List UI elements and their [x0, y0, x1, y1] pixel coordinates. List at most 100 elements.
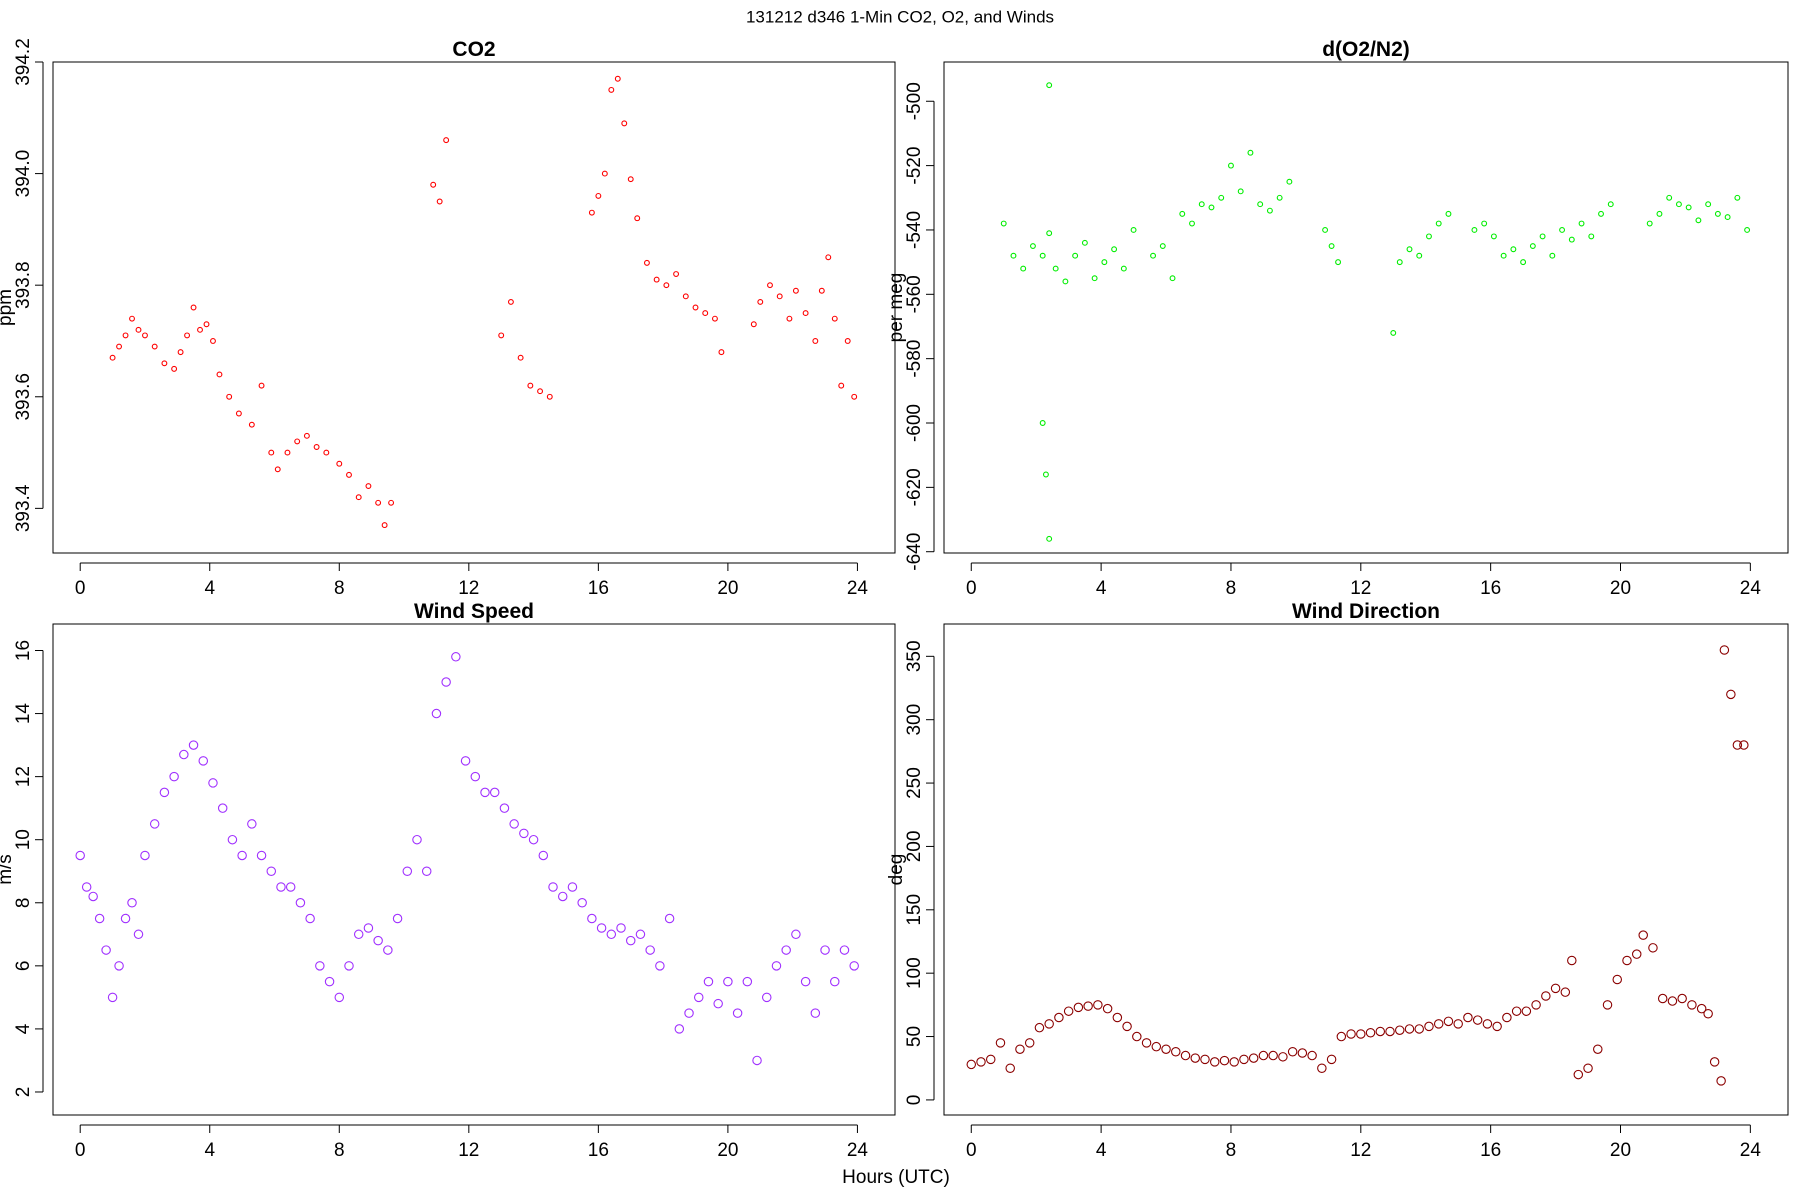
point [838, 382, 845, 389]
point [1229, 1057, 1239, 1067]
point [1039, 420, 1046, 426]
point [285, 882, 296, 892]
x-tick-label: 24 [1740, 578, 1762, 599]
point [375, 499, 382, 506]
point [810, 1008, 821, 1018]
point [1180, 1050, 1191, 1061]
point [1218, 194, 1225, 201]
point [1046, 230, 1053, 237]
point [436, 198, 443, 205]
y-tick-label: 0 [904, 1095, 925, 1106]
point [1414, 1024, 1424, 1034]
point [966, 1059, 977, 1070]
point [771, 961, 782, 971]
point [1435, 220, 1442, 227]
point [1171, 1047, 1181, 1057]
point [1198, 201, 1205, 208]
x-tick-label: 24 [847, 1140, 869, 1161]
point [663, 282, 670, 289]
point [1020, 265, 1027, 272]
point [608, 86, 615, 93]
point [142, 332, 148, 339]
point [1179, 210, 1186, 217]
point [851, 393, 858, 400]
point [1356, 1029, 1366, 1039]
point [1039, 252, 1046, 259]
point [171, 365, 178, 372]
point [441, 677, 451, 687]
x-tick-label: 8 [1226, 1140, 1237, 1161]
x-tick-label: 16 [1480, 578, 1501, 599]
point [1492, 1021, 1502, 1032]
point [1122, 1021, 1132, 1032]
x-tick-label: 8 [1226, 578, 1237, 599]
point [825, 254, 832, 261]
point [203, 321, 210, 328]
point [713, 998, 723, 1009]
point [1046, 535, 1053, 542]
point [1169, 275, 1176, 282]
point [711, 315, 718, 322]
point [596, 923, 607, 933]
point [1560, 987, 1571, 997]
point [1675, 201, 1682, 208]
point [820, 945, 830, 955]
point [509, 819, 519, 829]
point [693, 992, 704, 1003]
point [177, 349, 184, 356]
point [1433, 1019, 1444, 1029]
point [217, 803, 228, 813]
point [101, 945, 111, 955]
x-tick-label: 12 [1350, 1140, 1371, 1161]
point [1598, 210, 1604, 217]
point [786, 315, 793, 322]
x-tick-label: 0 [75, 578, 86, 599]
point [198, 756, 209, 766]
point [248, 421, 255, 428]
x-axis-label: Hours (UTC) [842, 1167, 950, 1188]
point [1734, 194, 1741, 201]
point [1130, 227, 1137, 233]
point [129, 315, 135, 322]
y-tick-label: 12 [13, 766, 34, 787]
y-tick-label: 16 [13, 640, 34, 661]
point [133, 929, 144, 940]
point [1219, 1055, 1230, 1066]
point [315, 961, 325, 971]
point [732, 1008, 743, 1018]
point [346, 471, 352, 478]
point [276, 882, 286, 892]
point [655, 961, 665, 971]
point [1346, 1029, 1356, 1039]
point [985, 1054, 996, 1065]
point [451, 652, 461, 662]
y-tick-label: 2 [13, 1087, 34, 1098]
point [274, 466, 281, 473]
point [567, 882, 578, 892]
point [800, 976, 811, 987]
y-tick-label: 8 [13, 897, 34, 908]
point [1276, 194, 1283, 201]
point [1726, 689, 1736, 700]
point [1502, 1012, 1512, 1023]
x-tick-label: 24 [847, 578, 869, 599]
point [149, 819, 160, 829]
point [1588, 233, 1595, 240]
point [135, 326, 142, 333]
point [1657, 993, 1668, 1004]
point [237, 850, 247, 861]
point [1015, 1044, 1025, 1054]
point [1481, 220, 1488, 227]
y-tick-label: 394.2 [13, 38, 34, 86]
point [1482, 1019, 1493, 1029]
point [1567, 955, 1577, 966]
point [294, 438, 301, 445]
point [421, 866, 432, 876]
point [109, 354, 116, 361]
point [621, 120, 628, 127]
point [353, 929, 364, 940]
point [460, 756, 471, 766]
point [256, 850, 267, 861]
point [363, 923, 374, 933]
x-tick-label: 4 [1096, 1140, 1107, 1161]
